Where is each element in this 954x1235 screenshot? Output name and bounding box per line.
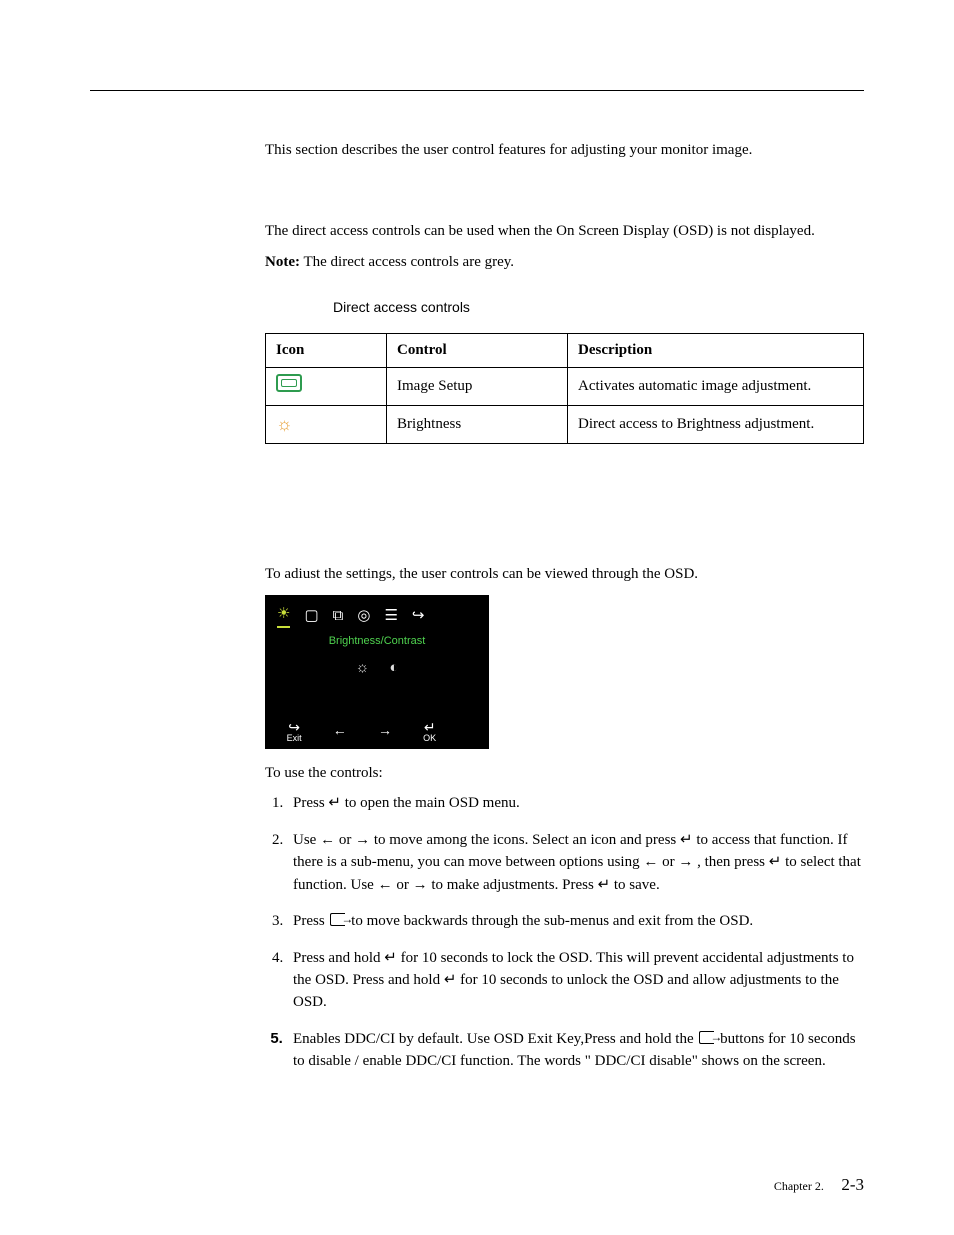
osd-tab-image-icon: ⧉ <box>333 605 344 626</box>
direct-access-paragraph: The direct access controls can be used w… <box>265 221 864 242</box>
table-caption: Direct access controls <box>333 298 864 318</box>
osd-button-row: ↪ Exit ← → ↵ OK <box>265 720 489 743</box>
osd-title: Brightness/Contrast <box>265 634 489 649</box>
osd-exit-label: Exit <box>287 734 302 743</box>
text: to open the main OSD menu. <box>341 795 520 811</box>
enter-icon: ↵ <box>598 876 611 893</box>
direct-access-table: Icon Control Description Image Setup Act… <box>265 333 864 444</box>
step-4: Press and hold ↵ for 10 seconds to lock … <box>287 947 864 1014</box>
step-1: Press ↵ to open the main OSD menu. <box>287 792 864 815</box>
table-header-row: Icon Control Description <box>266 333 864 367</box>
th-icon: Icon <box>266 333 387 367</box>
left-icon: ← <box>378 876 393 893</box>
cell-icon: ☼ <box>266 405 387 443</box>
content-area: This section describes the user control … <box>265 140 864 1072</box>
table-row: ☼ Brightness Direct access to Brightness… <box>266 405 864 443</box>
text: Press <box>293 913 328 929</box>
cell-description: Activates automatic image adjustment. <box>568 367 864 405</box>
osd-tab-exit-icon: ↪ <box>412 605 425 626</box>
left-icon: ← <box>320 831 335 848</box>
step-2: Use ← or → to move among the icons. Sele… <box>287 829 864 897</box>
text: or <box>658 854 678 870</box>
cell-icon <box>266 367 387 405</box>
osd-exit-button: ↪ Exit <box>287 720 302 743</box>
enter-icon: ↵ <box>444 971 457 988</box>
step-5: Enables DDC/CI by default. Use OSD Exit … <box>287 1028 864 1073</box>
osd-right-icon: → <box>378 721 392 741</box>
cell-control: Image Setup <box>387 367 568 405</box>
steps-list: Press ↵ to open the main OSD menu. Use ←… <box>265 792 864 1073</box>
osd-tab-row: ☀ ▢ ⧉ ◎ ☰ ↪ <box>265 595 489 632</box>
text: to make adjustments. Press <box>428 877 598 893</box>
osd-section: To adiust the settings, the user control… <box>265 564 864 1073</box>
osd-screenshot: ☀ ▢ ⧉ ◎ ☰ ↪ Brightness/Contrast ☼ ◐ ↪ Ex… <box>265 595 489 749</box>
text: Press <box>293 795 328 811</box>
left-icon: ← <box>643 853 658 870</box>
osd-tab-color-icon: ◎ <box>357 605 370 626</box>
text: or <box>393 877 413 893</box>
enter-icon: ↵ <box>769 853 782 870</box>
exit-icon <box>699 1031 714 1044</box>
note-text: The direct access controls are grey. <box>300 254 514 270</box>
cell-control: Brightness <box>387 405 568 443</box>
page: This section describes the user control … <box>0 0 954 1235</box>
th-description: Description <box>568 333 864 367</box>
osd-tab-brightness-icon: ☀ <box>277 603 290 628</box>
cell-description: Direct access to Brightness adjustment. <box>568 405 864 443</box>
text: , then press <box>693 854 768 870</box>
direct-access-section: The direct access controls can be used w… <box>265 221 864 444</box>
right-icon: → <box>678 853 693 870</box>
osd-submenu: ☼ ◐ <box>265 657 489 678</box>
osd-left-icon: ← <box>333 721 347 741</box>
osd-tab-options-icon: ☰ <box>384 605 397 626</box>
enter-icon: ↵ <box>424 720 436 734</box>
brightness-icon: ☼ <box>276 412 293 437</box>
exit-icon <box>330 913 345 926</box>
osd-intro: To adiust the settings, the user control… <box>265 564 864 585</box>
osd-ok-label: OK <box>423 734 436 743</box>
step-3: Press to move backwards through the sub-… <box>287 911 864 933</box>
enter-icon: ↵ <box>680 831 693 848</box>
right-icon: → <box>413 876 428 893</box>
th-control: Control <box>387 333 568 367</box>
text: to move among the icons. Select an icon … <box>370 832 680 848</box>
right-icon: → <box>355 831 370 848</box>
chapter-label: Chapter 2. <box>774 1179 824 1193</box>
use-controls-label: To use the controls: <box>265 763 864 784</box>
enter-icon: ↵ <box>328 794 341 811</box>
exit-icon: ↪ <box>288 720 300 734</box>
text: or <box>335 832 355 848</box>
osd-sub-brightness-icon: ☼ <box>356 659 370 676</box>
image-setup-icon <box>276 374 302 392</box>
osd-tab-position-icon: ▢ <box>304 605 318 626</box>
text: Use <box>293 832 320 848</box>
footer: Chapter 2. 2-3 <box>774 1175 864 1195</box>
osd-sub-contrast-icon: ◐ <box>389 659 398 676</box>
note-line: Note: The direct access controls are gre… <box>265 252 864 273</box>
text: to move backwards through the sub-menus … <box>347 913 753 929</box>
table-row: Image Setup Activates automatic image ad… <box>266 367 864 405</box>
intro-paragraph: This section describes the user control … <box>265 140 864 161</box>
note-label: Note: <box>265 254 300 270</box>
header-rule <box>90 90 864 91</box>
page-number: 2-3 <box>841 1175 864 1194</box>
text: to save. <box>610 877 660 893</box>
text: Press and hold <box>293 950 384 966</box>
enter-icon: ↵ <box>384 949 397 966</box>
text: Enables DDC/CI by default. Use OSD Exit … <box>293 1031 697 1047</box>
osd-ok-button: ↵ OK <box>423 720 436 743</box>
